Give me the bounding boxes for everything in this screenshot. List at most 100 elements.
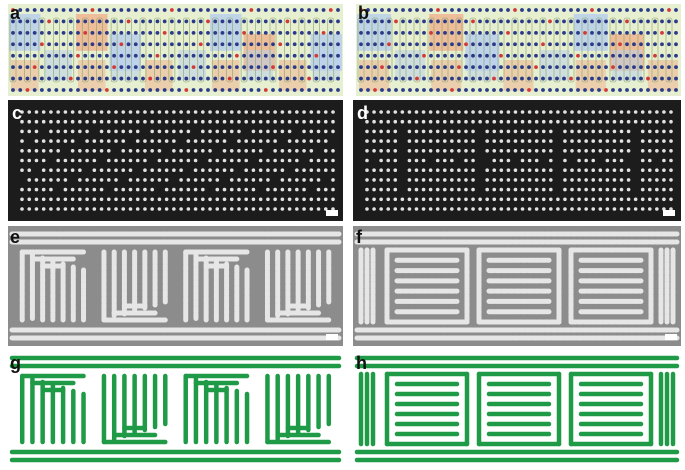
dot — [56, 110, 60, 114]
dot — [201, 187, 205, 192]
dot — [506, 158, 511, 163]
schematic-dot — [674, 76, 678, 81]
schematic-dot — [76, 19, 80, 24]
dot — [386, 139, 391, 143]
dot — [316, 178, 321, 182]
dot — [435, 119, 440, 124]
schematic-dot — [646, 65, 650, 70]
schematic-dot — [639, 53, 643, 58]
dot — [20, 139, 24, 143]
dot — [229, 197, 234, 202]
schematic-dot — [548, 42, 552, 47]
dot — [302, 178, 306, 182]
schematic-dot — [336, 65, 340, 70]
schematic-dot — [450, 76, 454, 81]
dot — [450, 168, 454, 172]
schematic-dot — [394, 8, 398, 12]
schematic-dot — [576, 65, 580, 70]
dot — [273, 168, 277, 172]
dot — [157, 129, 162, 134]
schematic-dot — [443, 88, 447, 92]
dot — [229, 129, 234, 134]
schematic-dot — [492, 65, 496, 70]
schematic-dot — [653, 30, 657, 35]
dot — [99, 187, 104, 192]
dot — [302, 197, 306, 202]
dot — [295, 168, 299, 172]
schematic-dot — [576, 76, 580, 81]
dot — [150, 139, 154, 143]
schematic-dot — [162, 42, 167, 47]
dot — [258, 139, 263, 143]
dot — [570, 178, 574, 182]
schematic-dot — [366, 19, 370, 24]
schematic-dot — [674, 53, 678, 58]
schematic-dot — [11, 88, 15, 92]
dot — [541, 197, 546, 202]
schematic-dot — [292, 19, 297, 24]
dot — [229, 187, 234, 192]
dot — [237, 207, 241, 211]
dot — [414, 129, 419, 134]
dot — [407, 197, 412, 202]
schematic-dot — [632, 19, 636, 24]
dot — [266, 110, 270, 114]
schematic-tube — [240, 17, 248, 83]
dot — [287, 158, 292, 163]
schematic-dot — [90, 30, 95, 35]
dot-array-d-svg — [353, 100, 681, 221]
schematic-dot — [394, 65, 398, 70]
schematic-dot — [555, 19, 559, 24]
dot — [499, 110, 504, 114]
dot — [640, 149, 645, 153]
dot — [570, 168, 574, 172]
schematic-dot — [534, 42, 538, 47]
schematic-dot — [307, 88, 312, 92]
dot — [400, 197, 405, 202]
schematic-dot — [292, 8, 297, 12]
scale-bar-f — [665, 334, 677, 340]
dot — [428, 149, 433, 153]
dot — [640, 139, 645, 143]
schematic-tube — [427, 17, 435, 83]
dot — [435, 110, 440, 114]
schematic-dot — [408, 19, 412, 24]
panel-label-c: c — [12, 103, 23, 123]
dot — [626, 129, 631, 134]
dot — [186, 139, 191, 143]
dot — [464, 168, 468, 172]
dot — [41, 149, 46, 153]
dot — [450, 178, 454, 182]
schematic-dot — [478, 53, 482, 58]
dot — [442, 119, 447, 124]
schematic-dot — [506, 8, 510, 12]
schematic-dot — [126, 53, 131, 58]
schematic-dot — [506, 53, 510, 58]
schematic-dot — [263, 19, 268, 24]
dot — [201, 119, 205, 124]
dot — [584, 139, 588, 143]
dot — [201, 139, 205, 143]
schematic-dot — [625, 42, 629, 47]
schematic-dot — [541, 30, 545, 35]
dot — [386, 149, 391, 153]
dot — [20, 110, 24, 114]
dot — [92, 139, 97, 143]
schematic-dot — [646, 8, 650, 12]
dot — [534, 110, 539, 114]
dot — [280, 119, 285, 124]
dot — [41, 197, 46, 202]
dot — [570, 197, 574, 202]
schematic-dot — [220, 30, 225, 35]
schematic-dot — [639, 8, 643, 12]
schematic-dot — [249, 65, 254, 70]
schematic-dot — [169, 76, 174, 81]
schematic-dot — [227, 88, 232, 92]
dot — [520, 129, 525, 134]
schematic-dot — [54, 65, 59, 70]
schematic-dot — [97, 42, 102, 47]
dot — [619, 197, 624, 202]
schematic-dot — [76, 88, 80, 92]
schematic-dot — [47, 8, 52, 12]
schematic-dot — [148, 30, 153, 35]
